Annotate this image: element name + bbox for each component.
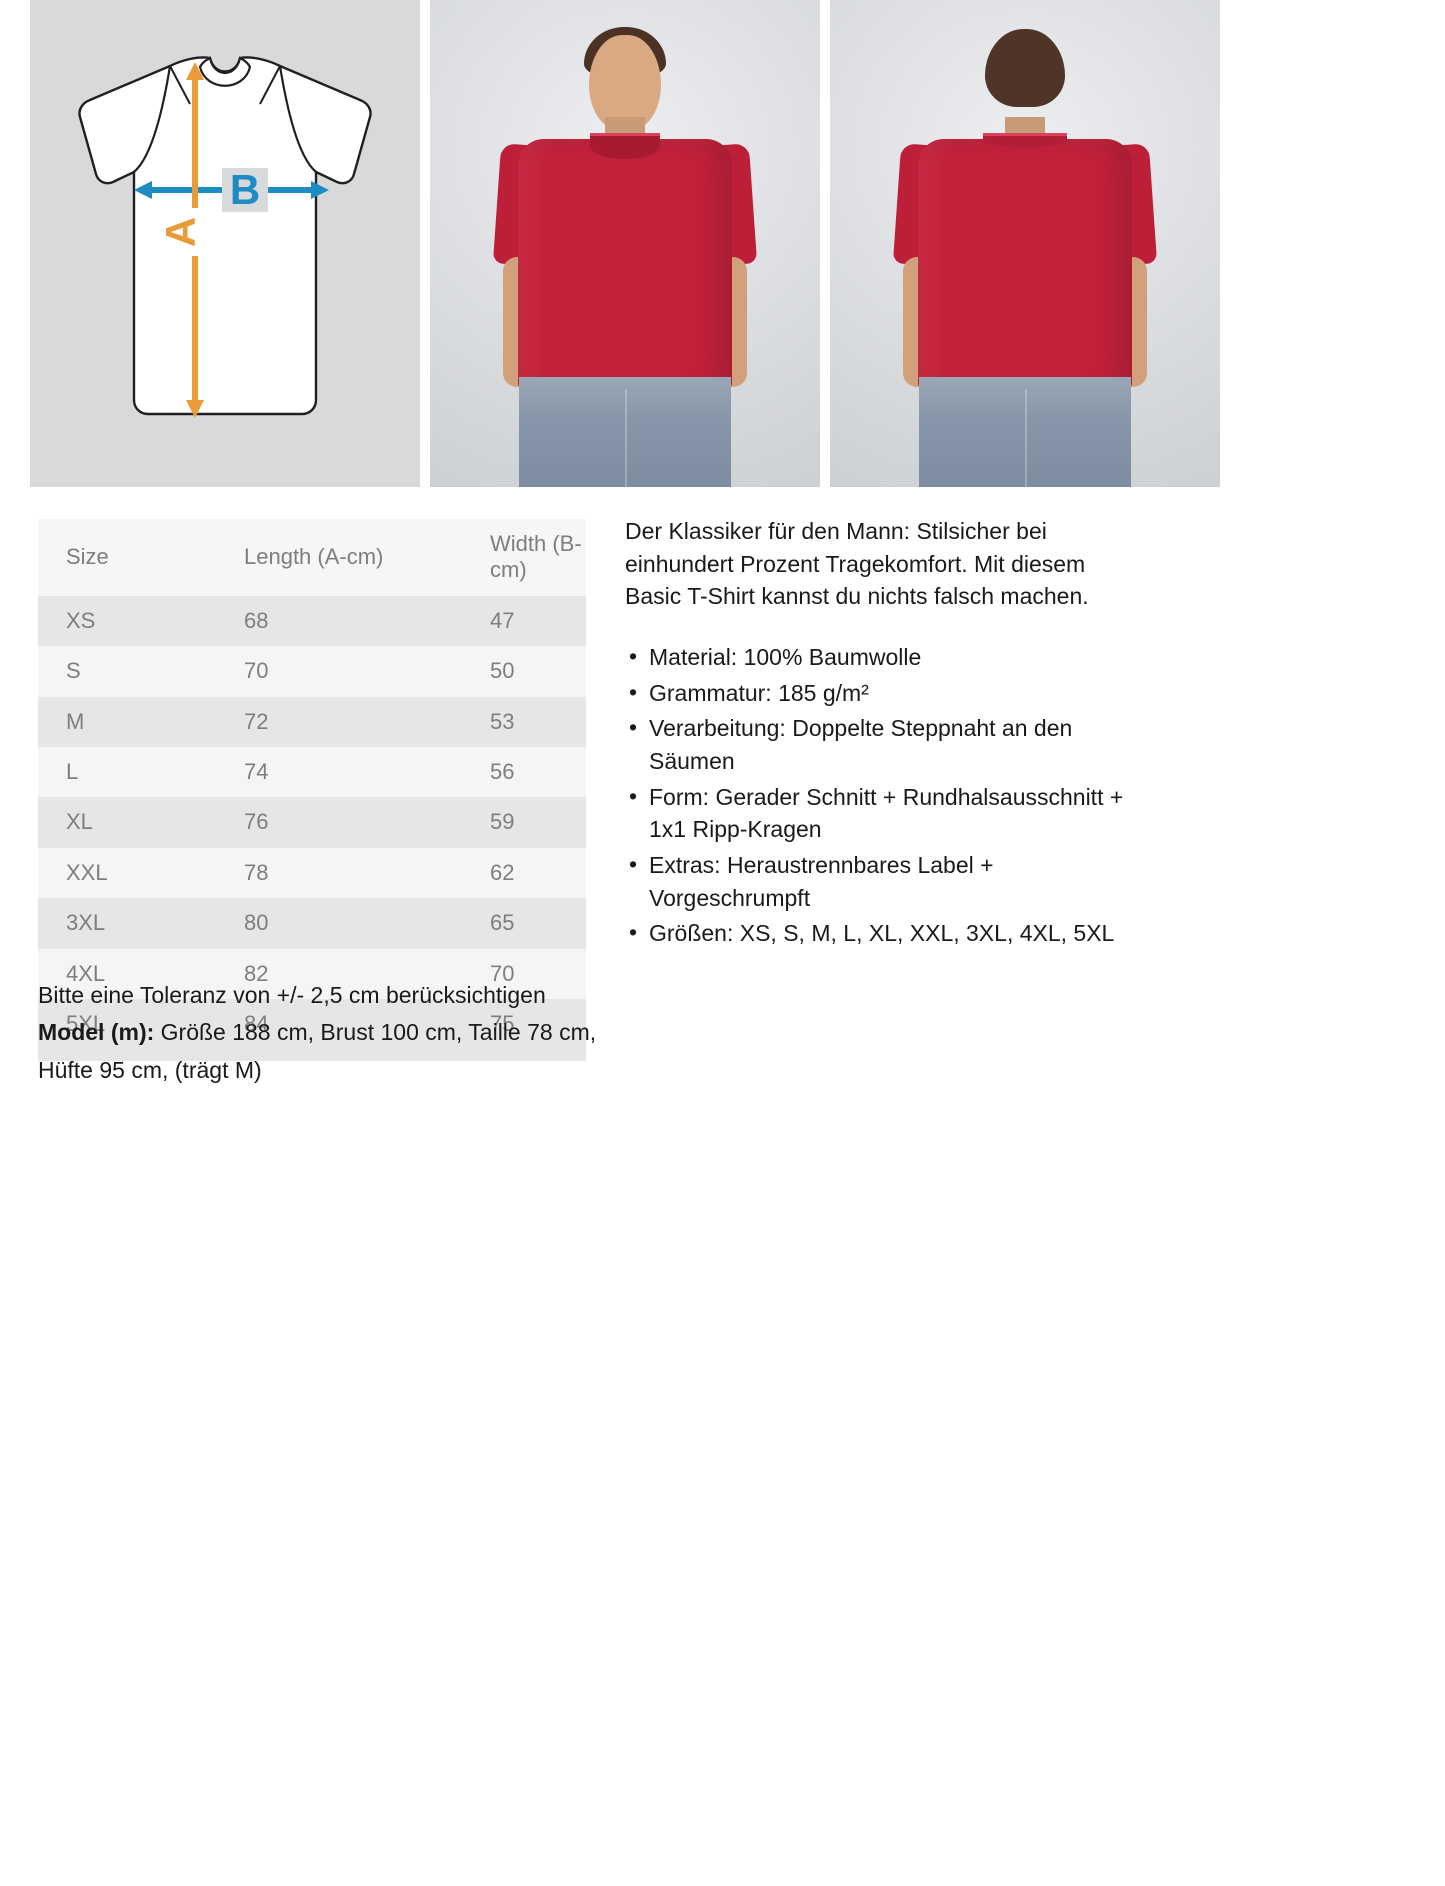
cell-length: 70 — [244, 658, 269, 684]
list-item: • Form: Gerader Schnitt + Rundhalsaussch… — [625, 781, 1145, 846]
column-header-size: Size — [66, 544, 109, 570]
model-hair-back — [985, 29, 1065, 107]
table-clipped-row — [38, 1049, 586, 1062]
cell-length: 68 — [244, 607, 269, 633]
table-row: L 74 56 — [38, 746, 586, 798]
model-measurements: Größe 188 cm, Brust 100 cm, Taille 78 cm… — [38, 1019, 597, 1083]
cell-size: XXL — [66, 859, 108, 885]
model-back-photo — [830, 0, 1220, 487]
cell-width: 65 — [490, 910, 515, 936]
cell-width: 47 — [490, 607, 515, 633]
cell-length: 78 — [244, 859, 269, 885]
cell-size: 3XL — [66, 910, 106, 936]
size-diagram-panel: B A — [30, 0, 420, 487]
description-intro: Der Klassiker für den Mann: Stilsicher b… — [625, 518, 1089, 610]
model-head-front — [589, 35, 661, 131]
cell-width: 50 — [490, 658, 515, 684]
cell-size: M — [66, 708, 85, 734]
model-tshirt-front — [518, 139, 732, 389]
feature-text: Material: 100% Baumwolle — [649, 643, 922, 670]
feature-text: Extras: Heraustrennbares Label + Vorgesc… — [649, 851, 994, 911]
bullet-icon: • — [629, 642, 638, 669]
bullet-icon: • — [629, 678, 638, 705]
size-chart-head: Size Length (A-cm) Width (B-cm) — [38, 519, 586, 596]
bullet-icon: • — [629, 782, 638, 809]
cell-size: XS — [66, 607, 96, 633]
table-header-row: Size Length (A-cm) Width (B-cm) — [38, 519, 586, 596]
model-figure-back — [892, 17, 1158, 487]
cell-width: 56 — [490, 758, 515, 784]
cell-width: 53 — [490, 708, 515, 734]
label-a: A — [157, 217, 204, 247]
feature-text: Grammatur: 185 g/m² — [649, 679, 869, 706]
bullet-icon: • — [629, 714, 638, 741]
size-chart-body: XS 68 47 S 70 50 M 72 53 L 74 56 — [38, 595, 586, 1050]
cell-length: 76 — [244, 809, 269, 835]
size-chart-table: Size Length (A-cm) Width (B-cm) XS 68 47… — [38, 519, 586, 1050]
label-b: B — [230, 166, 260, 213]
model-label: Model (m): — [38, 1019, 155, 1046]
tshirt-measurement-diagram: B A — [30, 0, 420, 487]
table-row: 5XL 84 75 — [38, 998, 586, 1050]
cell-width: 70 — [490, 960, 515, 986]
model-figure-front — [492, 17, 758, 487]
cell-length: 72 — [244, 708, 269, 734]
list-item: • Grammatur: 185 g/m² — [625, 677, 1145, 710]
feature-text: Form: Gerader Schnitt + Rundhalsausschni… — [649, 783, 1124, 843]
table-row: S 70 50 — [38, 646, 586, 697]
table-row: 4XL 82 70 — [38, 948, 586, 999]
table-row: 3XL 80 65 — [38, 898, 586, 949]
list-item: • Verarbeitung: Doppelte Steppnaht an de… — [625, 712, 1145, 777]
product-description: Der Klassiker für den Mann: Stilsicher b… — [625, 515, 1145, 953]
bullet-icon: • — [629, 919, 638, 946]
cell-width: 62 — [490, 859, 515, 885]
cell-size: 4XL — [66, 960, 106, 986]
cell-size: 5XL — [66, 1010, 106, 1036]
table-row: XS 68 47 — [38, 595, 586, 647]
table-row: M 72 53 — [38, 696, 586, 747]
size-notes: Bitte eine Toleranz von +/- 2,5 cm berüc… — [38, 977, 638, 1089]
cell-length: 84 — [244, 1010, 269, 1036]
product-image-strip: B A — [0, 0, 1445, 487]
cell-width: 75 — [490, 1010, 515, 1036]
size-chart: Size Length (A-cm) Width (B-cm) XS 68 47… — [38, 519, 586, 1062]
column-header-width: Width (B-cm) — [490, 531, 582, 583]
cell-width: 59 — [490, 809, 515, 835]
table-row: XL 76 59 — [38, 797, 586, 848]
column-header-length: Length (A-cm) — [244, 544, 384, 570]
model-front-photo — [430, 0, 820, 487]
cell-length: 80 — [244, 910, 269, 936]
cell-size: L — [66, 758, 79, 784]
cell-size: S — [66, 658, 81, 684]
cell-size: XL — [66, 809, 93, 835]
list-item: • Größen: XS, S, M, L, XL, XXL, 3XL, 4XL… — [625, 917, 1145, 950]
feature-text: Verarbeitung: Doppelte Steppnaht an den … — [649, 715, 1073, 774]
model-jeans-back — [919, 377, 1131, 487]
strip-left-spacer — [0, 0, 20, 487]
feature-list: • Material: 100% Baumwolle • Grammatur: … — [625, 641, 1145, 950]
feature-text: Größen: XS, S, M, L, XL, XXL, 3XL, 4XL, … — [649, 920, 1115, 947]
model-jeans-front — [519, 377, 731, 487]
tolerance-note: Bitte eine Toleranz von +/- 2,5 cm berüc… — [38, 982, 546, 1008]
model-tshirt-back — [918, 139, 1132, 389]
cell-length: 82 — [244, 960, 269, 986]
bullet-icon: • — [629, 850, 638, 877]
cell-length: 74 — [244, 758, 269, 784]
list-item: • Material: 100% Baumwolle — [625, 641, 1145, 674]
strip-right-spacer — [1230, 0, 1445, 487]
list-item: • Extras: Heraustrennbares Label + Vorge… — [625, 849, 1145, 914]
table-row: XXL 78 62 — [38, 847, 586, 899]
